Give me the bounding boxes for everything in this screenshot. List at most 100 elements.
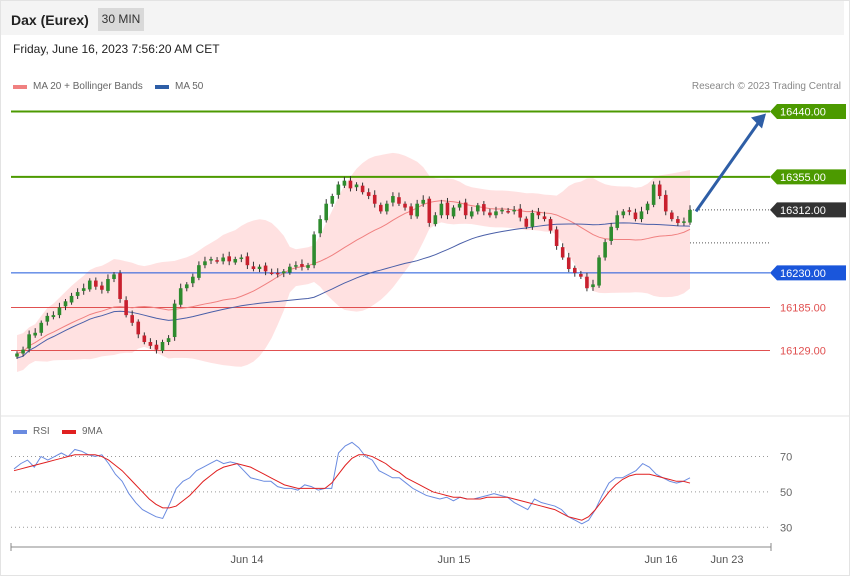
- candle: [512, 206, 516, 215]
- candle-body: [136, 321, 141, 335]
- candle: [57, 302, 62, 319]
- candle-body: [275, 272, 280, 275]
- candle-body: [215, 260, 219, 262]
- rsi-label: RSI: [33, 426, 50, 437]
- candle-body: [39, 322, 44, 333]
- candle: [651, 181, 656, 208]
- candle-body: [397, 197, 401, 204]
- candle: [645, 201, 650, 215]
- candle: [609, 222, 613, 245]
- candle-body: [33, 332, 37, 336]
- candle: [306, 262, 310, 271]
- candle-body: [288, 266, 292, 273]
- candle-body: [670, 212, 674, 220]
- legend-ma20: MA 20 + Bollinger Bands: [13, 81, 143, 92]
- level-label-16355.00: 16355.00: [780, 172, 826, 184]
- timeframe-button[interactable]: 30 MIN: [98, 8, 144, 31]
- candle: [184, 282, 189, 292]
- candle: [627, 207, 632, 216]
- candle-body: [663, 194, 668, 212]
- level-label-16129.00: 16129.00: [780, 345, 826, 357]
- candle-body: [263, 265, 268, 272]
- ma9-swatch: [62, 429, 76, 434]
- candle-body: [548, 219, 553, 231]
- candle: [427, 196, 432, 227]
- candle: [318, 215, 322, 238]
- candle-body: [469, 211, 474, 217]
- candle: [39, 320, 44, 336]
- candle-body: [409, 206, 413, 216]
- candle-body: [300, 264, 304, 267]
- candle: [615, 210, 620, 231]
- candle: [166, 335, 171, 346]
- candle: [391, 192, 395, 207]
- chart-header: Dax (Eurex) 30 MIN: [1, 1, 844, 35]
- candle-body: [536, 211, 541, 216]
- candle-body: [451, 207, 456, 217]
- candle: [69, 292, 74, 305]
- candle: [579, 270, 583, 280]
- candle: [366, 188, 371, 200]
- candle-body: [688, 209, 692, 223]
- ma20-swatch: [13, 84, 27, 89]
- candle-body: [615, 215, 620, 228]
- candle-body: [45, 315, 50, 322]
- candle-body: [172, 303, 177, 338]
- candle-body: [633, 212, 638, 220]
- candle-body: [385, 203, 389, 212]
- candle: [378, 202, 383, 214]
- candle-body: [463, 202, 468, 216]
- instrument-title: Dax (Eurex): [11, 12, 89, 28]
- candle: [469, 206, 474, 219]
- candle: [142, 332, 147, 345]
- candle-body: [391, 196, 395, 203]
- candle: [433, 212, 438, 227]
- level-tag-16312.00: [770, 202, 846, 218]
- candle: [178, 283, 183, 308]
- candle-body: [251, 266, 256, 270]
- candle: [300, 259, 304, 271]
- candle: [348, 176, 353, 192]
- candle-body: [257, 266, 262, 270]
- candle: [494, 206, 498, 219]
- candle: [112, 272, 116, 283]
- candle-body: [378, 204, 383, 212]
- candle: [463, 198, 468, 220]
- candle: [281, 269, 286, 278]
- candle: [324, 199, 329, 223]
- candle-body: [203, 261, 207, 266]
- candle-body: [627, 210, 632, 212]
- candle: [506, 207, 510, 214]
- candle-body: [554, 229, 559, 246]
- candle-body: [118, 273, 122, 299]
- candle: [191, 273, 195, 288]
- candle: [45, 312, 50, 326]
- legend-ma50: MA 50: [155, 81, 203, 92]
- candle-body: [682, 221, 686, 223]
- rsi-series-RSI: [13, 441, 691, 525]
- legend-rsi: RSI: [13, 426, 50, 437]
- candle: [63, 298, 68, 311]
- candle: [403, 201, 407, 211]
- ma50-line: [16, 222, 691, 359]
- candle: [15, 351, 19, 359]
- ma50-label: MA 50: [175, 81, 204, 92]
- candle: [573, 265, 577, 277]
- candle-body: [130, 315, 134, 323]
- candle: [203, 256, 207, 269]
- candle-body: [154, 344, 159, 350]
- timestamp: Friday, June 16, 2023 7:56:20 AM CET: [13, 42, 220, 56]
- target-arrow-shaft: [694, 119, 762, 213]
- candle: [233, 256, 238, 265]
- candle: [275, 268, 280, 278]
- candle-body: [21, 349, 25, 354]
- candle-body: [573, 267, 577, 273]
- candle-body: [227, 256, 232, 262]
- candle: [130, 310, 134, 326]
- candle: [312, 231, 316, 269]
- candle-body: [106, 279, 110, 291]
- candle-body: [621, 211, 626, 216]
- rsi-tick-30: 30: [780, 522, 792, 534]
- candle: [124, 296, 128, 318]
- candle: [421, 195, 426, 207]
